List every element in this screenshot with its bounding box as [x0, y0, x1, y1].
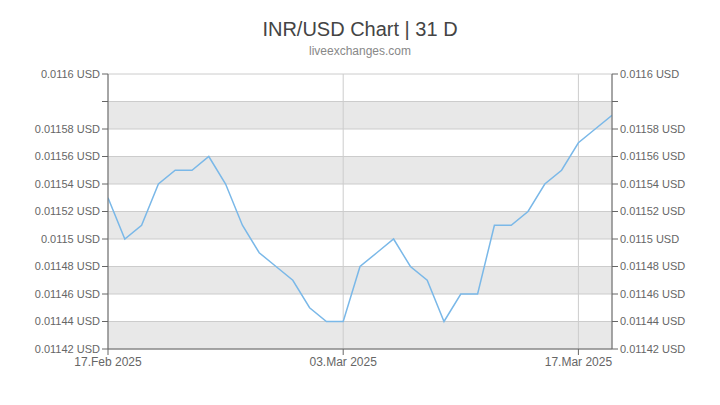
svg-text:0.01142 USD: 0.01142 USD	[620, 343, 685, 355]
svg-text:0.01144 USD: 0.01144 USD	[35, 315, 100, 327]
svg-text:0.01154 USD: 0.01154 USD	[620, 178, 685, 190]
svg-text:0.0116 USD: 0.0116 USD	[41, 68, 100, 80]
html-text:liveexchanges.com: liveexchanges.com	[309, 44, 411, 58]
svg-text:0.01142 USD: 0.01142 USD	[35, 343, 100, 355]
svg-text:0.01152 USD: 0.01152 USD	[35, 205, 100, 217]
svg-text:17.Mar 2025: 17.Mar 2025	[545, 355, 613, 369]
html-text:INR/USD Chart | 31 D: INR/USD Chart | 31 D	[262, 18, 458, 40]
svg-text:0.01156 USD: 0.01156 USD	[620, 150, 685, 162]
svg-text:0.01146 USD: 0.01146 USD	[620, 288, 685, 300]
svg-text:0.0115 USD: 0.0115 USD	[620, 233, 679, 245]
svg-text:0.01148 USD: 0.01148 USD	[35, 260, 100, 272]
svg-text:17.Feb 2025: 17.Feb 2025	[74, 355, 142, 369]
svg-text:0.01158 USD: 0.01158 USD	[35, 123, 100, 135]
svg-text:0.01156 USD: 0.01156 USD	[35, 150, 100, 162]
svg-text:0.01146 USD: 0.01146 USD	[35, 288, 100, 300]
svg-text:0.01152 USD: 0.01152 USD	[620, 205, 685, 217]
svg-text:0.0116 USD: 0.0116 USD	[620, 68, 679, 80]
svg-text:0.01158 USD: 0.01158 USD	[620, 123, 685, 135]
svg-text:0.0115 USD: 0.0115 USD	[41, 233, 100, 245]
svg-text:03.Mar 2025: 03.Mar 2025	[310, 355, 378, 369]
svg-text:0.01154 USD: 0.01154 USD	[35, 178, 100, 190]
svg-text:0.01144 USD: 0.01144 USD	[620, 315, 685, 327]
svg-text:0.01148 USD: 0.01148 USD	[620, 260, 685, 272]
